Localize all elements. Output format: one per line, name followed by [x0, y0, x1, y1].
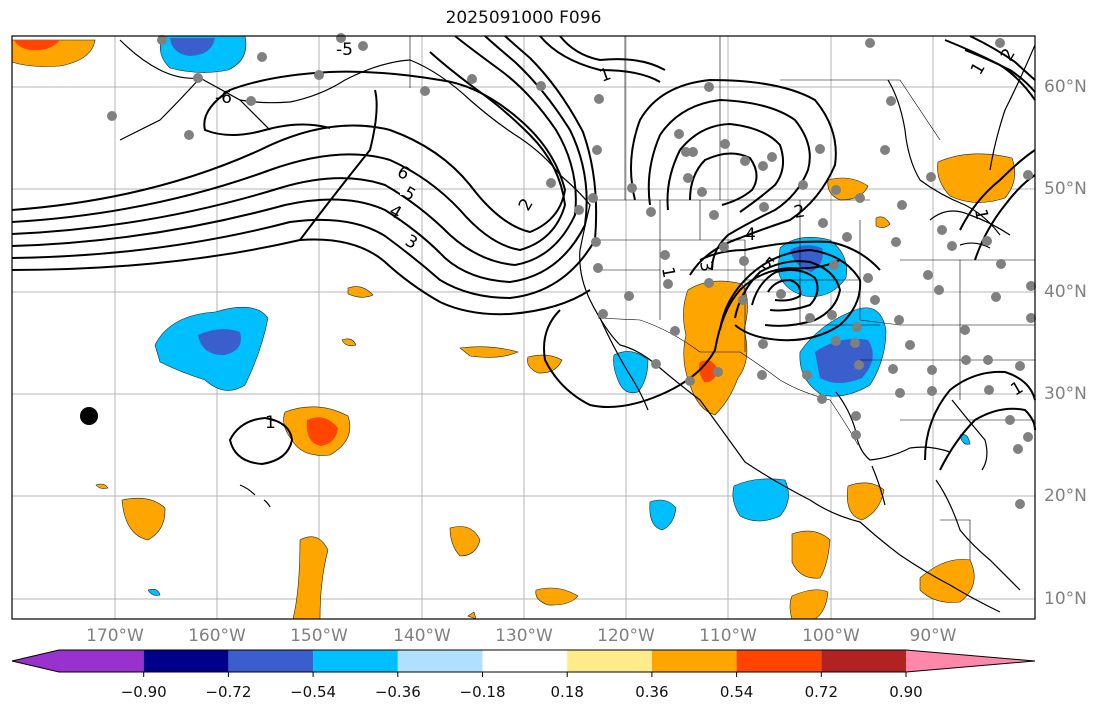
lat-label: 20°N: [1044, 486, 1087, 506]
colorbar-tick-label: 0.54: [719, 683, 754, 701]
contour-label: 1: [970, 207, 992, 221]
lon-label: 170°W: [86, 626, 144, 646]
colorbar-segment: [567, 650, 652, 672]
colorbar-segment: [143, 650, 229, 672]
lon-label: 100°W: [802, 626, 860, 646]
colorbar-tick-label: 0.72: [804, 683, 838, 701]
lat-label: 60°N: [1044, 77, 1087, 97]
lon-label: 140°W: [393, 626, 451, 646]
contour-label: 3: [695, 259, 717, 273]
lon-label: 150°W: [290, 626, 348, 646]
lon-label: 110°W: [699, 626, 757, 646]
colorbar-tick-label: −0.72: [205, 683, 252, 701]
colorbar-tick-label: 0.36: [635, 683, 669, 701]
colorbar-segment: [821, 650, 906, 672]
graticule: [12, 36, 1035, 619]
colorbar-segment: [228, 650, 314, 672]
station-dots: [107, 33, 1036, 509]
colorbar-extend-low: [12, 650, 59, 672]
contour-lines: [11, 35, 1036, 471]
colorbar-tick-label: −0.18: [459, 683, 506, 701]
lat-label: 30°N: [1044, 384, 1087, 404]
colorbar-segment: [313, 650, 398, 672]
map-frame: [11, 35, 1036, 620]
lon-label: 120°W: [597, 626, 655, 646]
colorbar-tick-label: 0.90: [889, 683, 923, 701]
lon-label: 130°W: [495, 626, 553, 646]
colorbar-segment: [651, 650, 737, 672]
contour-label: 4: [745, 225, 756, 245]
contour-label: 2: [792, 201, 806, 223]
colorbar: [11, 649, 1036, 677]
contour-label: 1: [657, 265, 679, 279]
lat-label: 40°N: [1044, 282, 1087, 302]
map-title: 2025091000 F096: [445, 8, 602, 28]
colorbar-segment: [397, 650, 483, 672]
colorbar-tick-label: −0.54: [290, 683, 337, 701]
colorbar-tick-label: −0.36: [374, 683, 421, 701]
contour-label: -6: [215, 88, 232, 108]
colorbar-extend-high: [906, 650, 1035, 672]
colorbar-tick-label: 0.18: [550, 683, 584, 701]
lat-label: 50°N: [1044, 179, 1087, 199]
colorbar-segment: [736, 650, 822, 672]
lon-label: 90°W: [909, 626, 957, 646]
contour-label: 1: [265, 413, 276, 433]
colorbar-tick-label: −0.90: [120, 683, 167, 701]
colorbar-segment: [59, 650, 144, 672]
shaded-anomalies: [11, 35, 1016, 620]
colorbar-segment: [482, 650, 568, 672]
contour-label: -5: [336, 40, 353, 60]
lon-label: 160°W: [188, 626, 246, 646]
marker-dot: [80, 407, 98, 425]
lat-label: 10°N: [1044, 589, 1087, 609]
